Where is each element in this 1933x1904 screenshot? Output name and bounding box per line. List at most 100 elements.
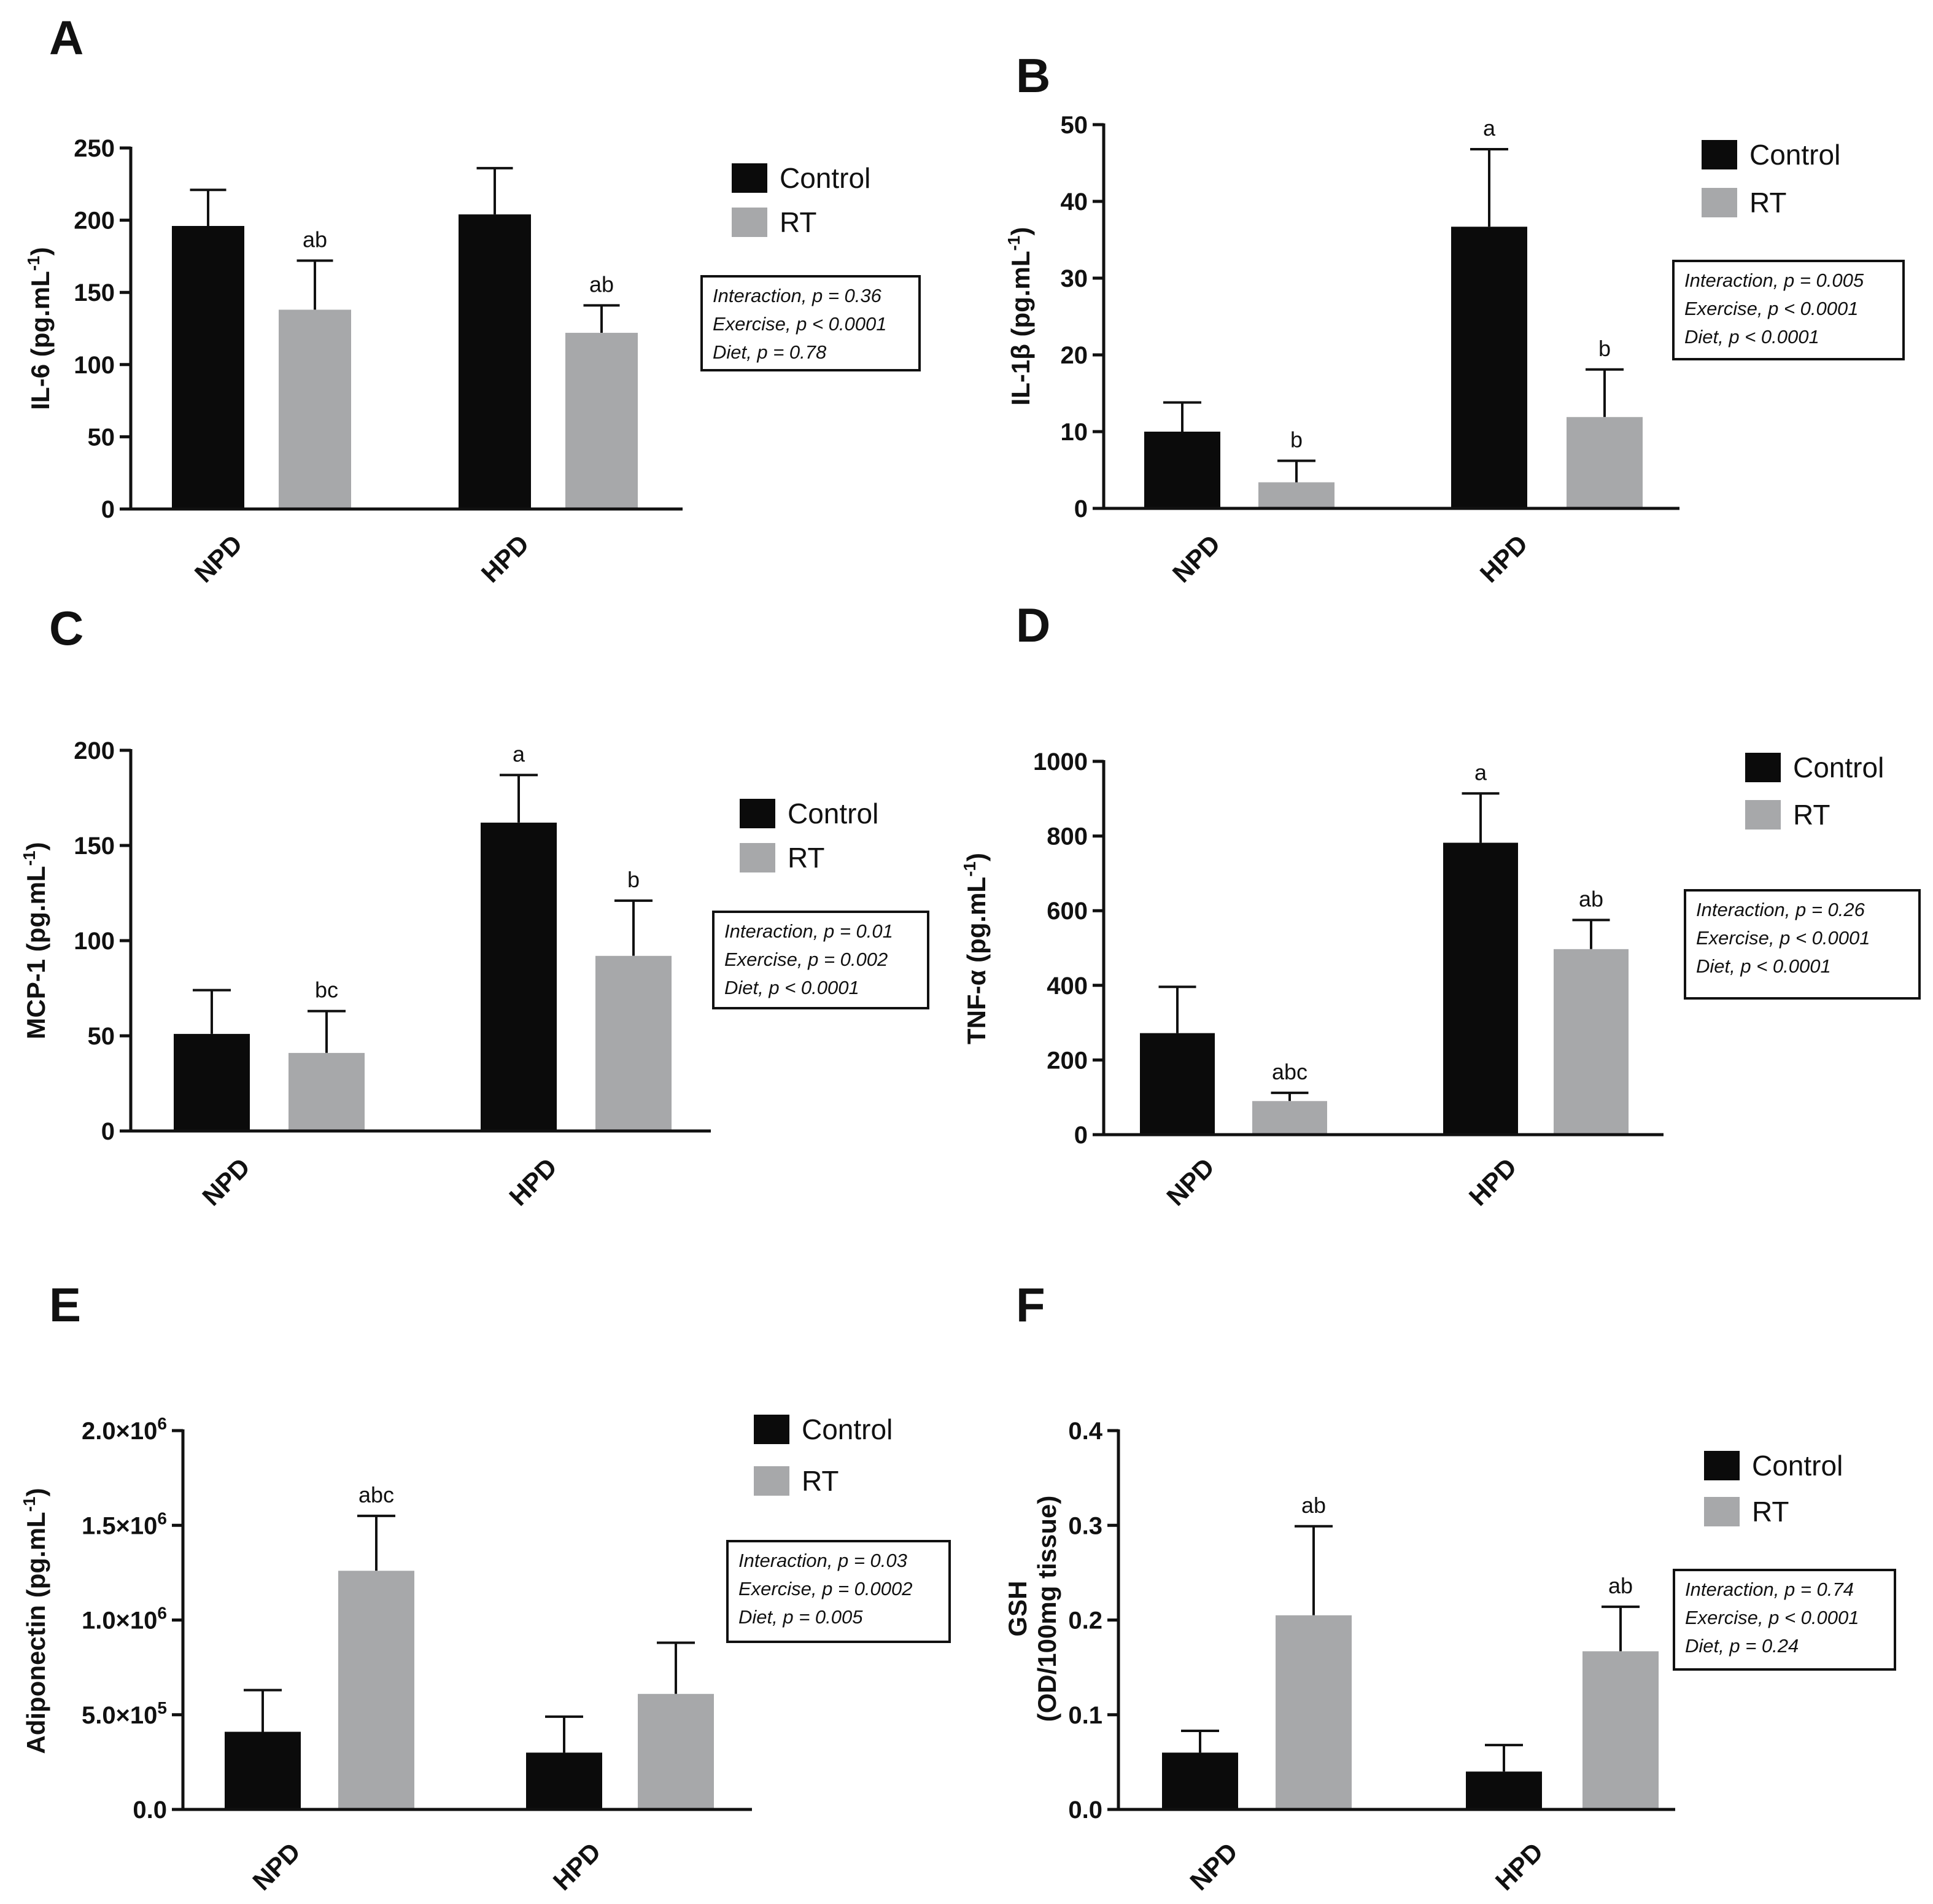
stats-line: Exercise, p < 0.0001 [713, 313, 886, 335]
category-label-hpd: HPD [1474, 529, 1533, 588]
y-axis-label-close: ) [1006, 227, 1035, 236]
y-axis-label: IL-1β (pg.mL-1) [1004, 227, 1035, 406]
legend-label-control: Control [1793, 752, 1884, 783]
tick-exponent: 5 [157, 1698, 167, 1717]
legend-swatch-control [1702, 140, 1737, 169]
panel-letter: F [1016, 1278, 1045, 1332]
y-tick-label: 150 [74, 833, 115, 860]
y-tick-label: 200 [74, 208, 115, 235]
y-axis-label-close: ) [21, 842, 50, 850]
bar-control-hpd [459, 214, 531, 509]
tick-text: 5.0×10 [82, 1702, 157, 1729]
bar-rt-npd [1276, 1615, 1352, 1809]
bar-rt-npd [279, 309, 351, 509]
stats-line: Diet, p = 0.24 [1685, 1635, 1799, 1657]
tick-text: 1.5×10 [82, 1512, 157, 1539]
stats-box [712, 911, 929, 1009]
y-tick-label: 50 [88, 424, 115, 451]
bar-rt-hpd [595, 955, 672, 1131]
tick-text: 30 [1061, 265, 1088, 292]
y-tick-label: 150 [74, 279, 115, 306]
y-tick-label: 0.4 [1068, 1418, 1102, 1445]
category-label-hpd: HPD [476, 529, 535, 588]
y-tick-label: 0.3 [1068, 1512, 1102, 1539]
y-axis-label-close: ) [21, 1488, 50, 1496]
legend-swatch-rt [1702, 188, 1737, 217]
tick-text: 100 [74, 928, 115, 955]
category-label-hpd: HPD [1463, 1152, 1522, 1211]
stats-box [700, 275, 921, 371]
legend-label-rt: RT [1752, 1496, 1789, 1528]
tick-text: 10 [1061, 419, 1088, 446]
y-tick-label: 20 [1061, 342, 1088, 369]
significance-label: abc [358, 1482, 394, 1507]
y-tick-label: 1.0×106 [82, 1604, 167, 1634]
stats-line: Interaction, p = 0.26 [1696, 899, 1865, 920]
tick-text: 0 [101, 1118, 115, 1145]
panel-letter: B [1016, 49, 1050, 103]
y-tick-label: 2.0×106 [82, 1414, 167, 1445]
y-tick-label: 10 [1061, 419, 1088, 446]
tick-text: 0.3 [1068, 1512, 1102, 1539]
panel-letter: A [49, 10, 83, 64]
stats-line: Interaction, p = 0.01 [724, 920, 893, 942]
legend-swatch-rt [732, 208, 767, 237]
legend-swatch-control [732, 163, 767, 193]
stats-line: Exercise, p = 0.0002 [738, 1578, 912, 1599]
tick-text: 20 [1061, 342, 1088, 369]
bar-control-npd [1144, 432, 1220, 508]
bar-rt-npd [1258, 482, 1335, 508]
legend-label-rt: RT [802, 1465, 839, 1497]
panel-B: Ba b b 0 10 20 30 40 50 NPD HPD IL-1β (pg.mL-1) Cont… [1004, 49, 1905, 588]
significance-label: ab [303, 227, 327, 252]
y-tick-label: 50 [88, 1023, 115, 1050]
y-axis-label-close: ) [962, 853, 991, 861]
tick-text: 1.0×10 [82, 1607, 157, 1634]
tick-text: 50 [1061, 112, 1088, 139]
category-label-npd: NPD [189, 529, 248, 588]
legend-swatch-control [1704, 1451, 1740, 1480]
y-axis-label-text: GSH [1003, 1580, 1032, 1636]
y-axis-label-text: Adiponectin (pg.mL [21, 1512, 50, 1754]
y-axis-label: IL-6 (pg.mL-1) [24, 247, 55, 410]
legend-label-rt: RT [1749, 187, 1787, 219]
stats-line: Exercise, p < 0.0001 [1685, 1607, 1859, 1628]
tick-text: 0 [1074, 495, 1088, 523]
bar-rt-hpd [1567, 417, 1643, 508]
category-label-npd: NPD [196, 1152, 255, 1211]
y-axis-label-text: TNF-α (pg.mL [962, 877, 991, 1044]
y-axis-label-text: IL-6 (pg.mL [26, 271, 55, 410]
tick-text: 40 [1061, 188, 1088, 216]
significance-label: bc [315, 977, 338, 1003]
y-tick-label: 0 [101, 1118, 115, 1145]
category-label-npd: NPD [1167, 529, 1226, 588]
tick-text: 100 [74, 352, 115, 379]
bar-control-hpd [526, 1752, 602, 1809]
legend-label-control: Control [802, 1413, 893, 1445]
y-axis-label-exponent: -1 [20, 1496, 39, 1512]
y-axis-label-exponent: -1 [960, 861, 979, 877]
panel-A: Aab ab 0 50 100 150 200 250 NPD HPD IL-6 (pg.mL-1)… [24, 10, 921, 588]
y-axis-label-line2: (OD/100mg tissue) [1032, 1496, 1061, 1722]
legend-label-rt: RT [788, 842, 825, 874]
stats-line: Interaction, p = 0.36 [713, 285, 882, 306]
tick-text: 200 [74, 737, 115, 764]
y-tick-label: 0.2 [1068, 1607, 1102, 1634]
tick-text: 0.0 [133, 1797, 167, 1824]
significance-label: a [1483, 115, 1496, 141]
significance-label: ab [1301, 1493, 1326, 1518]
bar-control-npd [225, 1731, 301, 1809]
legend-swatch-rt [740, 843, 775, 872]
tick-text: 0.4 [1068, 1418, 1102, 1445]
tick-text: 50 [88, 1023, 115, 1050]
y-tick-label: 0 [1074, 1122, 1088, 1149]
legend-swatch-control [740, 799, 775, 828]
y-axis-label: Adiponectin (pg.mL-1) [20, 1488, 50, 1754]
y-tick-label: 1.5×106 [82, 1509, 167, 1539]
category-label-hpd: HPD [548, 1837, 606, 1896]
y-axis-label: GSH [1003, 1580, 1032, 1636]
bar-rt-hpd [1554, 949, 1629, 1135]
tick-text: 150 [74, 279, 115, 306]
y-tick-label: 400 [1047, 973, 1088, 1000]
